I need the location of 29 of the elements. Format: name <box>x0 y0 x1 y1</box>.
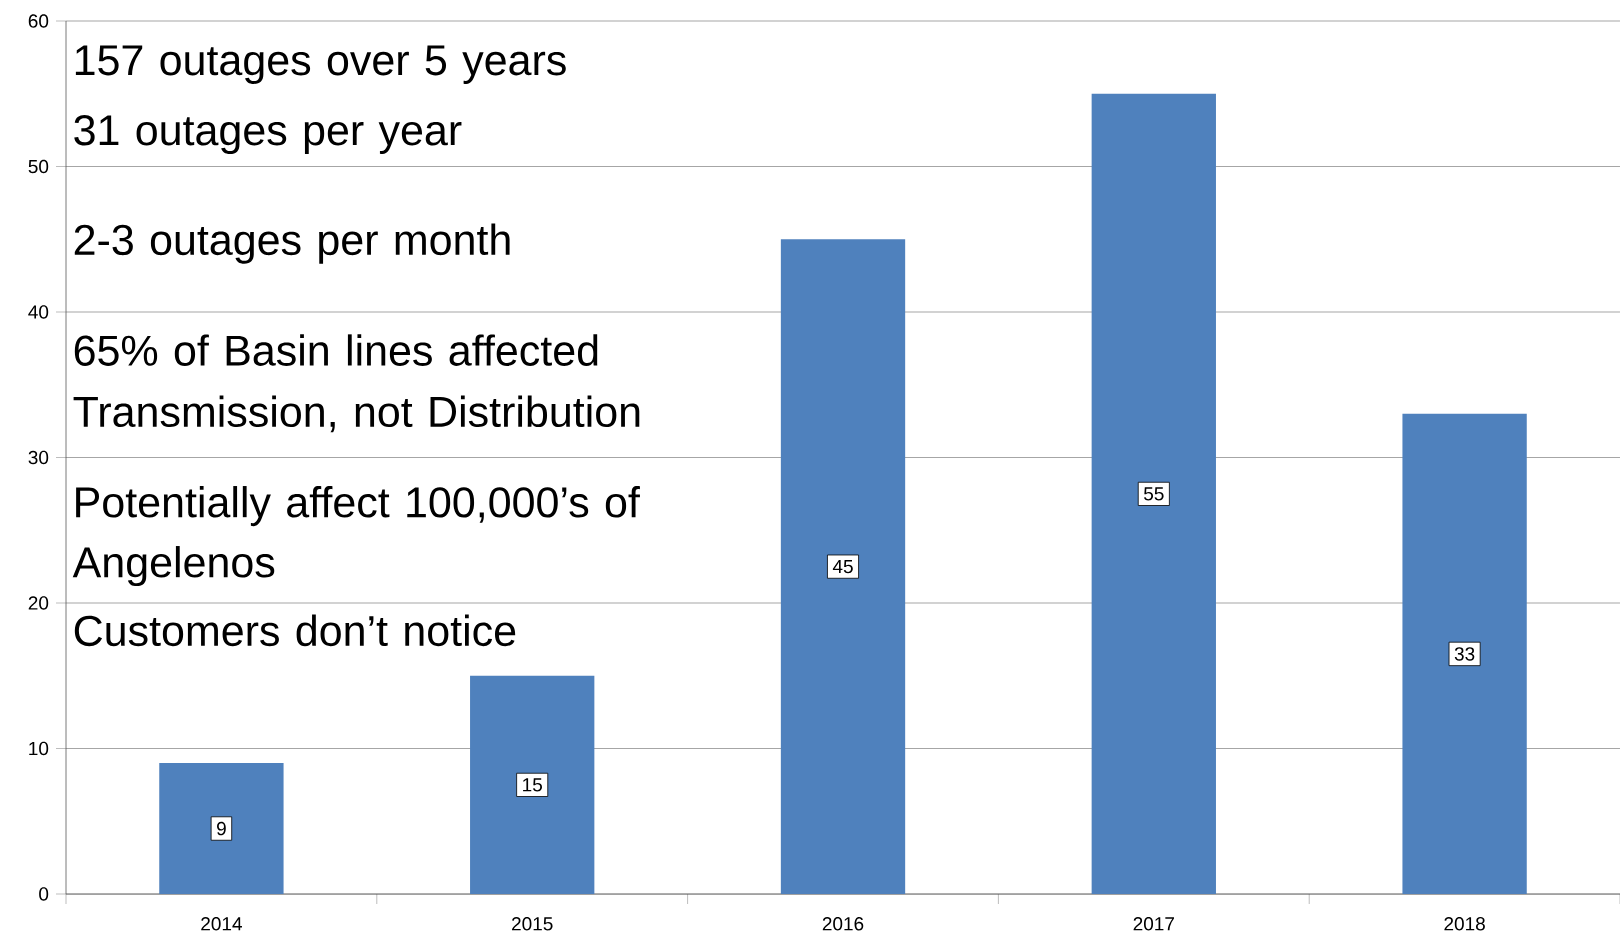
annotation: 157 outages over 5 years <box>75 45 566 84</box>
y-tick-label: 0 <box>39 887 49 901</box>
annotation: Potentially affect 100,000’s of Angelenos <box>72 486 640 587</box>
annotation: Transmission, not Distribution <box>73 395 640 433</box>
annotation: Customers don’t notice <box>74 614 516 647</box>
bar <box>470 675 595 894</box>
data-label: 45 <box>832 559 853 574</box>
y-tick-label: 10 <box>29 741 49 756</box>
data-label: 15 <box>523 778 542 792</box>
y-tick-label: 50 <box>28 159 49 174</box>
y-tick-label: 60 <box>28 14 49 28</box>
bar <box>159 763 284 894</box>
data-label: 9 <box>217 821 226 836</box>
data-label: 33 <box>1454 647 1475 661</box>
bar <box>780 239 906 894</box>
y-tick-label: 30 <box>28 450 49 465</box>
data-label: 55 <box>1143 487 1164 501</box>
bar <box>1091 93 1216 894</box>
x-tick-label: 2015 <box>512 917 553 931</box>
y-tick-label: 40 <box>28 305 49 319</box>
x-tick-label: 2017 <box>1133 917 1174 931</box>
x-tick-label: 2014 <box>201 917 242 931</box>
x-tick-label: 2016 <box>822 917 864 931</box>
x-tick-label: 2018 <box>1444 917 1485 931</box>
annotation: 2-3 outages per month <box>74 223 510 264</box>
annotation: 65% of Basin lines affected <box>74 334 598 366</box>
bar <box>1402 413 1527 894</box>
y-tick-label: 20 <box>28 596 49 610</box>
annotation: 31 outages per year <box>74 115 462 154</box>
